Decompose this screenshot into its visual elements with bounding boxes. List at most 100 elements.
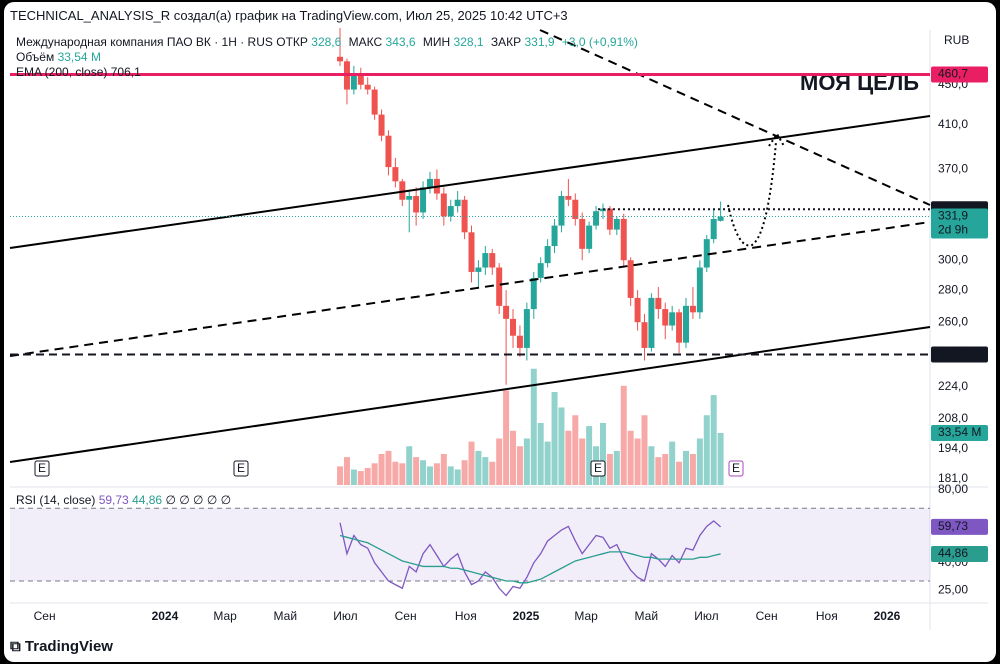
rsi-tick-label: 25,00 (938, 582, 968, 596)
candle-body (634, 297, 641, 323)
volume-bar (454, 469, 461, 485)
volume-bar (433, 463, 440, 485)
y-tick-label: 260,0 (938, 314, 968, 328)
event-label: E (732, 461, 740, 475)
volume-bar (599, 423, 606, 485)
volume-bar (489, 461, 496, 485)
stat-name: МАКС (348, 35, 383, 49)
rsi-title: RSI (14, close) (16, 493, 96, 507)
volume-bar (406, 446, 413, 485)
volume-bar (676, 461, 683, 485)
x-tick-label: Май (274, 609, 298, 623)
candle-body (593, 211, 600, 226)
rsi-value: 59,73 (98, 493, 129, 507)
candle-body (364, 84, 371, 90)
candle-body (523, 309, 530, 348)
y-tick-label: 300,0 (938, 252, 968, 266)
volume-bar (523, 438, 530, 485)
candle-body (440, 193, 447, 217)
candle-body (579, 218, 586, 249)
chart: МОЯ ЦЕЛЬ RUB 450,0410,0370,0300,0280,026… (9, 28, 988, 630)
volume-bar (440, 454, 447, 485)
event-label: E (594, 461, 602, 475)
event-marker (590, 460, 606, 477)
stat-name: ЗАКР (490, 35, 522, 49)
volume-bar (364, 467, 371, 485)
volume-bar (461, 460, 468, 485)
volume-bar (350, 469, 357, 485)
candle-body (357, 73, 364, 85)
channel-mid (9, 221, 931, 357)
candle-body (586, 225, 593, 249)
candle-body (710, 218, 717, 240)
volume-bar (426, 466, 433, 485)
x-tick-label: Ноя (816, 609, 838, 623)
indicator-name: Объём (16, 50, 55, 64)
volume-bar (413, 457, 420, 485)
event-label: E (237, 461, 245, 475)
candle-body (641, 322, 648, 348)
volume-bar (696, 438, 703, 485)
volume-bar (662, 454, 669, 485)
volume-bar (378, 454, 385, 485)
volume-bar (447, 466, 454, 485)
candle-body (496, 267, 503, 306)
volume-bar (510, 430, 517, 485)
candle-body (392, 167, 399, 182)
rsi-tail: ∅ ∅ ∅ ∅ ∅ (165, 493, 232, 507)
countdown: 2d 9h (938, 223, 968, 237)
event-marker (233, 460, 249, 477)
x-tick-label: Июл (694, 609, 718, 623)
volume-bar (468, 441, 475, 485)
indicator-name: EMA (200, close) (16, 65, 108, 79)
y-tick-label: 370,0 (938, 162, 968, 176)
target-path (727, 141, 777, 247)
y-tick-label: 208,0 (938, 411, 968, 425)
legend: Международная компания ПАО ВК · 1Н · RUS… (16, 35, 642, 80)
candle-body (413, 195, 420, 213)
stat-value: 328,6 (311, 35, 342, 49)
volume-bar (620, 385, 627, 485)
volume-bar (385, 450, 392, 485)
x-tick-label: Ноя (455, 609, 477, 623)
x-tick-label: Июл (333, 609, 357, 623)
volume-bar (357, 471, 364, 485)
candle-body (558, 195, 565, 226)
candle-body (482, 253, 489, 268)
change: +3,0 (+0,91%) (561, 35, 638, 49)
volume-bar (641, 415, 648, 485)
axis-label-box (931, 66, 988, 83)
x-tick-label: Сен (34, 609, 56, 623)
candle-body (572, 199, 579, 219)
candle-body (385, 135, 392, 168)
candle-body (683, 305, 690, 343)
y-tick-label: 181,0 (938, 471, 968, 485)
volume-bar (717, 433, 724, 485)
volume-bar (627, 430, 634, 485)
volume-bar (613, 450, 620, 485)
channel-upper (9, 115, 931, 249)
legend-row: Международная компания ПАО ВК · 1Н · RUS… (16, 35, 642, 50)
volume-bar (475, 450, 482, 485)
volume-bar (606, 454, 613, 485)
volume-bar (420, 460, 427, 485)
candle-body (669, 312, 676, 326)
candle-body (696, 267, 703, 313)
y-tick-label: 224,0 (938, 379, 968, 393)
brand: ⧉ TradingView (10, 638, 113, 655)
candle-body (620, 218, 627, 261)
volume-bar (399, 463, 406, 485)
candle-body (337, 56, 344, 62)
volume-bar (392, 461, 399, 485)
volume-bar (669, 441, 676, 485)
candle-body (606, 208, 613, 230)
candle-body (420, 187, 427, 213)
candle-body (475, 267, 482, 272)
volume-bar (544, 441, 551, 485)
candle-body (676, 312, 683, 343)
price-pane (337, 28, 724, 485)
y-tick-label: 280,0 (938, 282, 968, 296)
axis-label: 59,73 (938, 519, 968, 533)
candle-body (350, 73, 357, 90)
